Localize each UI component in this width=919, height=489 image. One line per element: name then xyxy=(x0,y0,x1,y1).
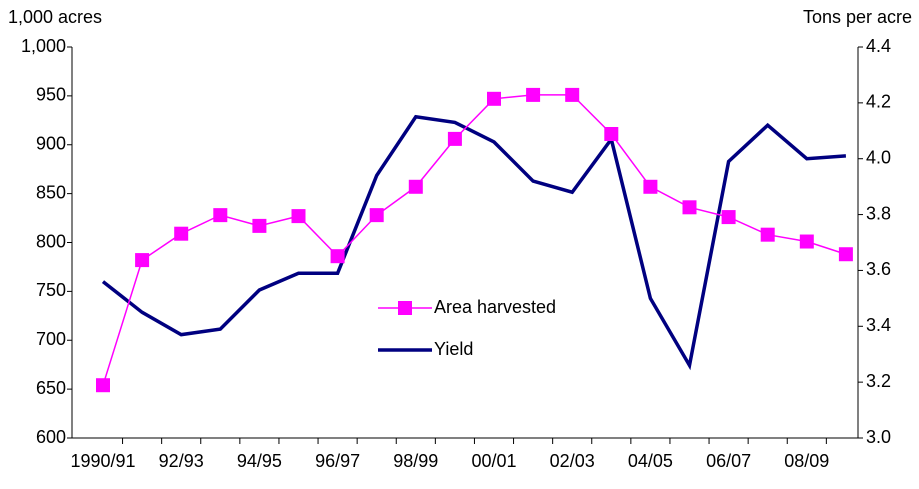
y-tick-label: 750 xyxy=(36,280,66,300)
y2-tick-label: 4.4 xyxy=(866,36,891,56)
y-tick-label: 1,000 xyxy=(21,36,66,56)
data-point xyxy=(174,226,189,241)
x-tick-label: 06/07 xyxy=(706,451,751,471)
x-tick-label: 04/05 xyxy=(628,451,673,471)
x-tick-label: 92/93 xyxy=(159,451,204,471)
y2-tick-label: 4.0 xyxy=(866,147,891,167)
x-tick-label: 1990/91 xyxy=(70,451,135,471)
data-point xyxy=(213,208,228,223)
series-line xyxy=(101,114,847,371)
data-point xyxy=(487,91,501,106)
y-tick-label: 700 xyxy=(36,329,66,349)
x-tick-label: 96/97 xyxy=(315,451,360,471)
data-point xyxy=(408,179,423,194)
x-tick-label: 02/03 xyxy=(550,451,595,471)
y-tick-label: 850 xyxy=(36,182,66,202)
y2-tick-label: 3.6 xyxy=(866,259,891,279)
x-tick-label: 08/09 xyxy=(784,451,829,471)
data-point xyxy=(838,247,853,262)
data-point xyxy=(760,227,775,242)
data-point xyxy=(643,179,658,194)
y-axis-title: 1,000 acres xyxy=(8,7,102,27)
legend-label: Yield xyxy=(434,339,473,359)
data-point xyxy=(291,209,306,224)
y-tick-label: 600 xyxy=(36,427,66,447)
x-tick-label: 94/95 xyxy=(237,451,282,471)
y-tick-label: 950 xyxy=(36,85,66,105)
data-point xyxy=(526,87,541,102)
x-tick-label: 00/01 xyxy=(471,451,516,471)
y2-tick-label: 3.2 xyxy=(866,371,891,391)
data-point xyxy=(682,200,697,215)
data-point xyxy=(447,131,462,146)
data-point xyxy=(330,249,345,264)
data-point xyxy=(135,253,150,268)
data-point xyxy=(252,218,267,233)
y-tick-label: 650 xyxy=(36,378,66,398)
data-point xyxy=(721,210,736,225)
y2-tick-label: 4.2 xyxy=(866,92,891,112)
y2-axis-title: Tons per acre xyxy=(803,7,912,27)
data-point xyxy=(565,87,580,102)
y-tick-label: 800 xyxy=(36,231,66,251)
y2-tick-label: 3.4 xyxy=(866,315,891,335)
y2-tick-label: 3.8 xyxy=(866,203,891,223)
data-point xyxy=(369,208,384,223)
data-point xyxy=(604,126,619,141)
x-tick-label: 98/99 xyxy=(393,451,438,471)
data-point xyxy=(799,234,814,249)
y2-tick-label: 3.0 xyxy=(866,427,891,447)
series-line xyxy=(102,94,847,386)
data-point xyxy=(96,378,110,393)
y-tick-label: 900 xyxy=(36,134,66,154)
legend-label: Area harvested xyxy=(434,297,556,317)
legend-marker xyxy=(398,301,412,315)
